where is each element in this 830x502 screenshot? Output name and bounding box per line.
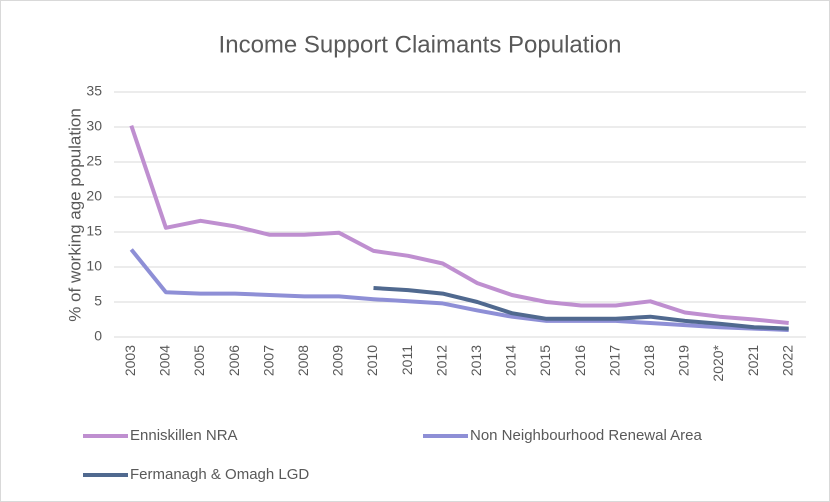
y-tick-label: 25: [86, 153, 102, 169]
y-tick-label: 0: [94, 328, 102, 344]
x-tick-label: 2015: [537, 345, 553, 376]
x-tick-label: 2007: [260, 345, 276, 376]
legend-label: Enniskillen NRA: [130, 427, 238, 444]
legend-label: Fermanagh & Omagh LGD: [130, 466, 309, 483]
y-tick-label: 5: [94, 293, 102, 309]
x-tick-label: 2019: [676, 345, 692, 376]
series-line: [373, 286, 789, 331]
y-tick-label: 15: [86, 223, 102, 239]
x-tick-label: 2014: [503, 345, 519, 376]
y-axis-label: % of working age population: [65, 108, 84, 322]
x-tick-label: 2004: [157, 345, 173, 376]
x-tick-label: 2020*: [710, 344, 726, 381]
y-tick-label: 30: [86, 118, 102, 134]
y-tick-label: 20: [86, 188, 102, 204]
legend-label: Non Neighbourhood Renewal Area: [470, 427, 702, 444]
x-tick-label: 2012: [433, 345, 449, 376]
chart-title: Income Support Claimants Population: [219, 31, 622, 58]
x-tick-label: 2011: [399, 345, 415, 375]
series-line: [129, 124, 789, 325]
series-line: [129, 248, 789, 332]
x-tick-label: 2017: [606, 345, 622, 376]
y-tick-label: 35: [86, 83, 102, 99]
x-tick-label: 2008: [295, 345, 311, 376]
x-tick-label: 2003: [122, 345, 138, 376]
x-tick-label: 2005: [191, 345, 207, 376]
x-tick-label: 2021: [745, 345, 761, 376]
y-tick-label: 10: [86, 258, 102, 274]
x-tick-label: 2022: [779, 345, 795, 376]
x-tick-label: 2006: [226, 345, 242, 376]
x-tick-label: 2016: [572, 345, 588, 376]
x-tick-label: 2009: [330, 345, 346, 376]
x-tick-label: 2018: [641, 345, 657, 376]
x-tick-label: 2010: [364, 345, 380, 376]
x-tick-label: 2013: [468, 345, 484, 376]
